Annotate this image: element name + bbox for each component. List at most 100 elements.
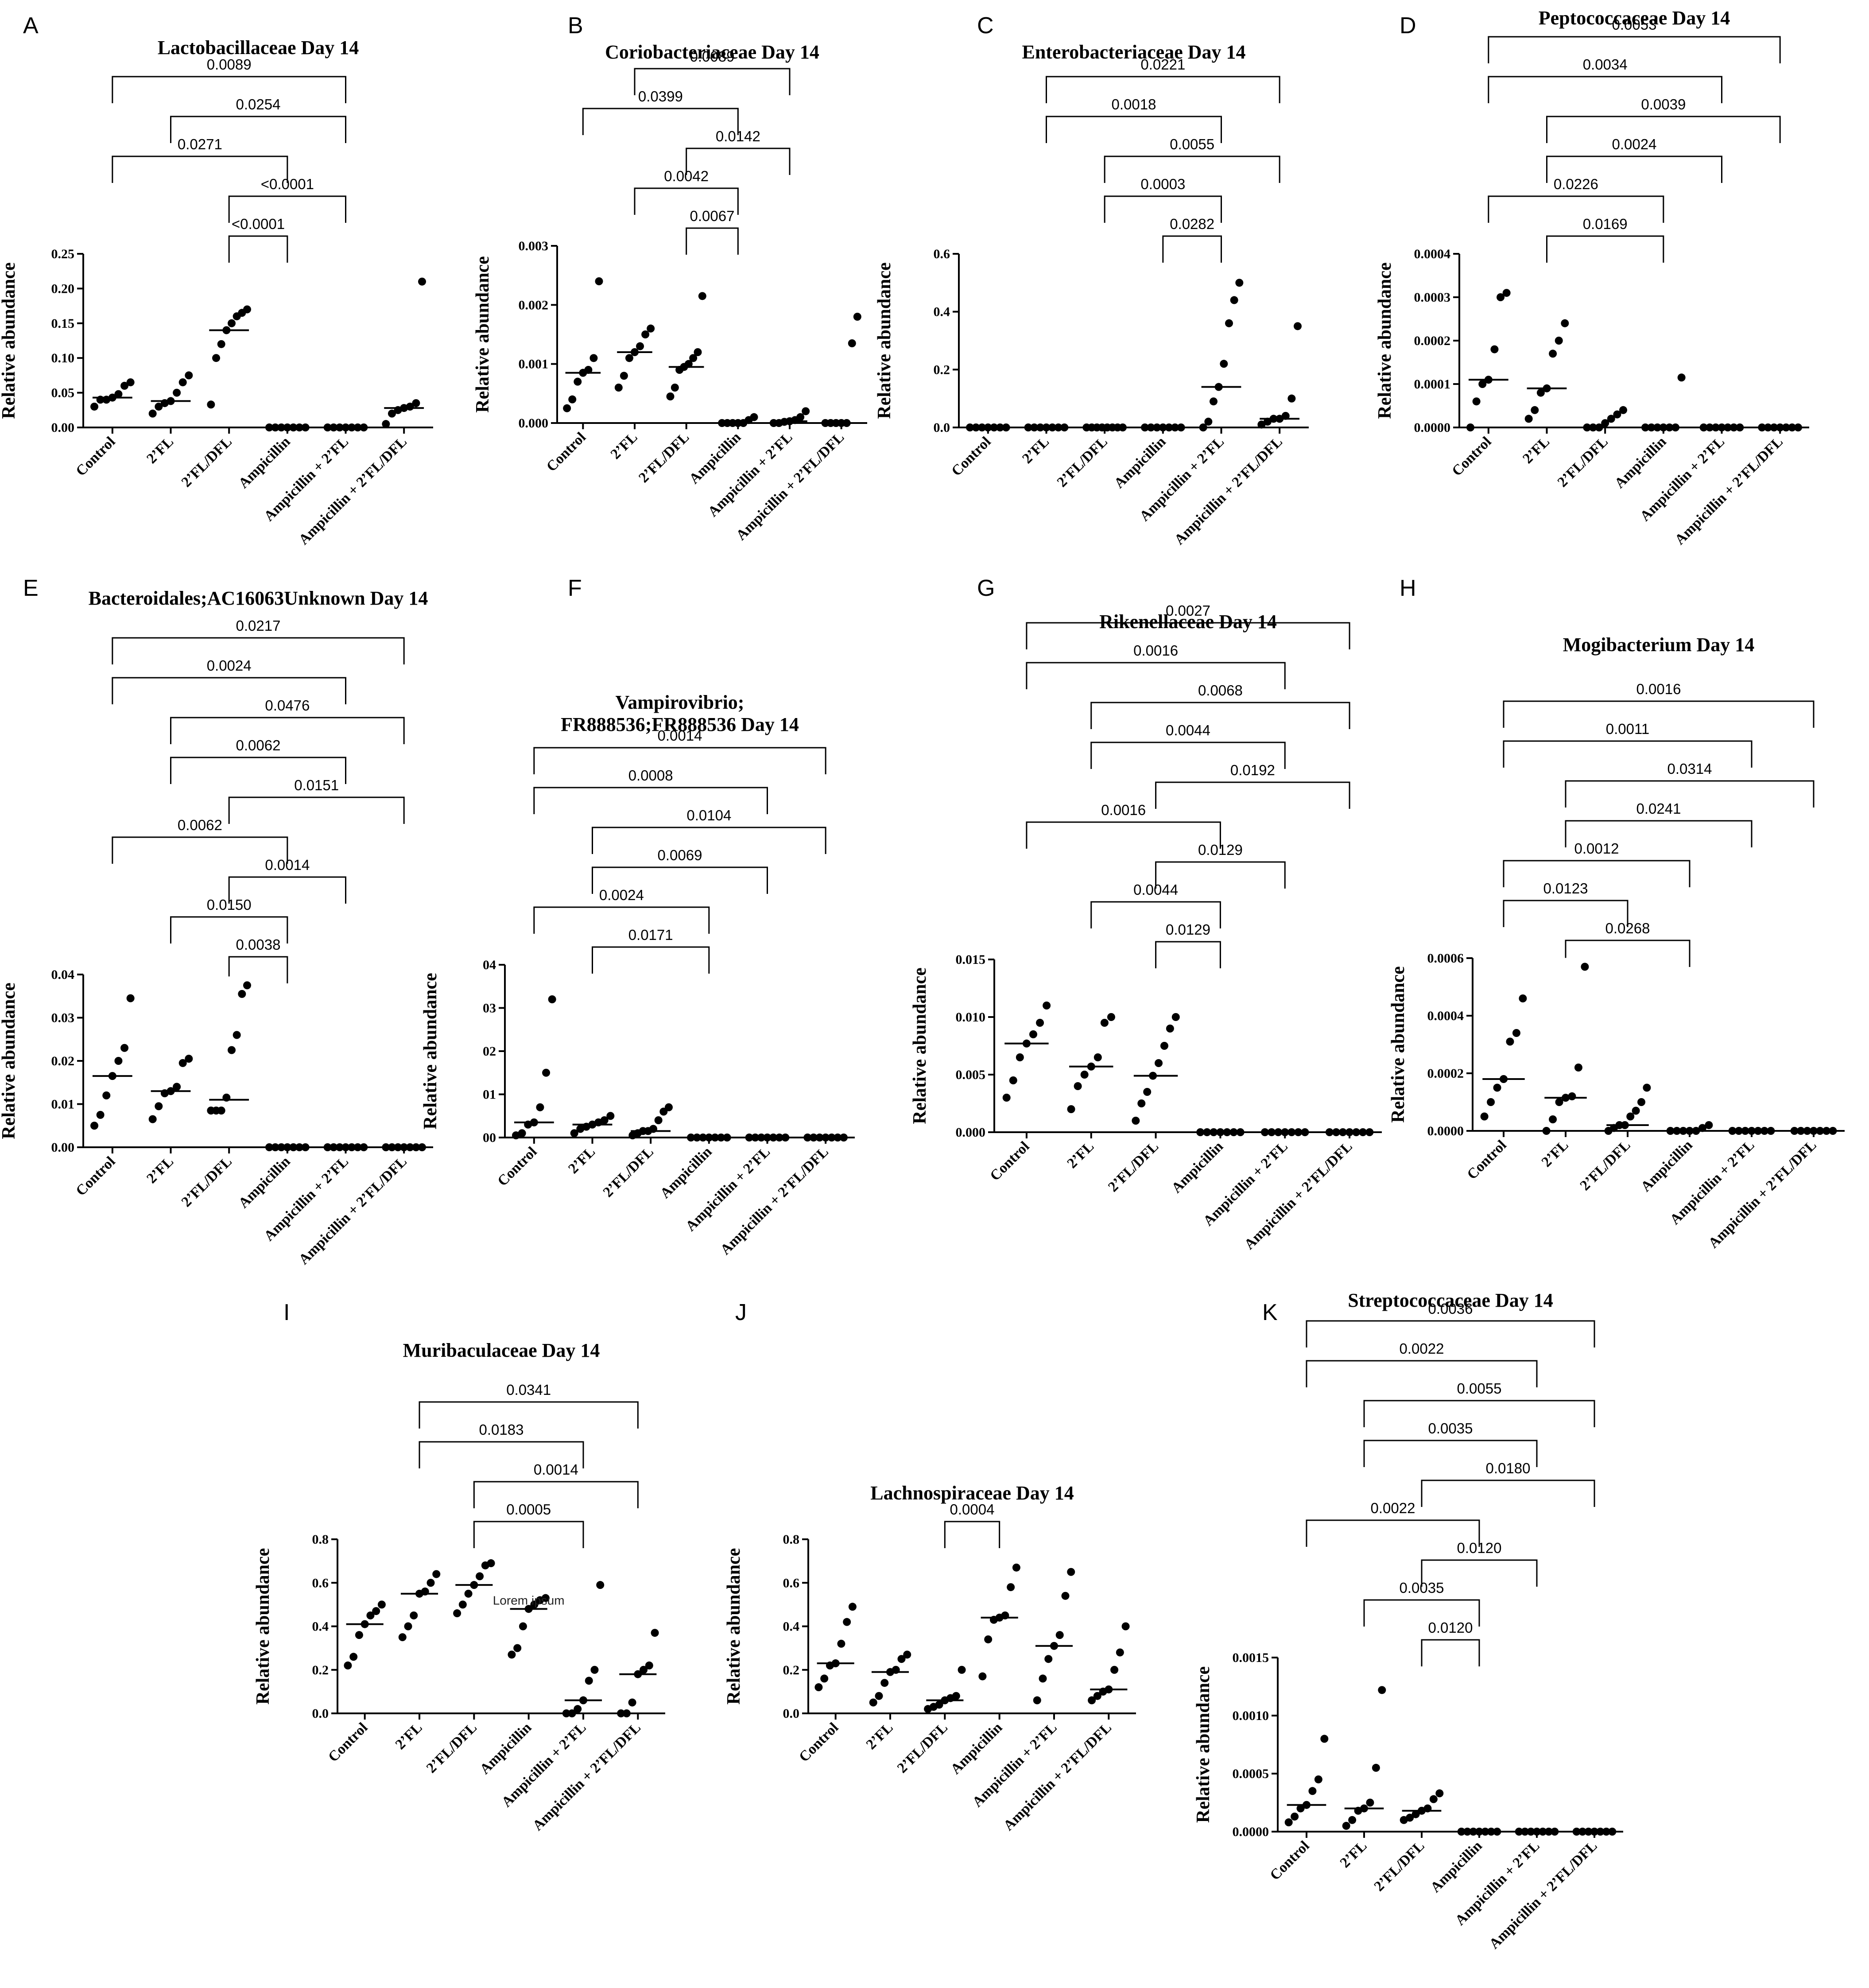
- data-point: [114, 1057, 123, 1065]
- data-point: [1107, 1013, 1115, 1021]
- x-tick-label: 2’FL/DFL: [178, 434, 235, 490]
- significance-bracket: [1503, 900, 1629, 927]
- significance-bracket: [1363, 1440, 1538, 1467]
- p-value-label: 0.0123: [1543, 880, 1588, 897]
- data-point: [1235, 279, 1244, 287]
- data-point: [651, 1629, 659, 1637]
- significance-bracket: [686, 227, 739, 255]
- panel-b: B Coriobacteriaceae Day 14 0.000 0.001 0.002…: [473, 13, 867, 544]
- data-point: [487, 1559, 495, 1568]
- y-tick-label: 0.002: [519, 298, 549, 312]
- p-value-label: 0.0022: [1400, 1340, 1444, 1357]
- p-value-label: 0.0241: [1636, 800, 1681, 817]
- p-value-label: 0.0005: [506, 1501, 551, 1518]
- p-value-label: 0.0012: [1574, 840, 1619, 857]
- data-point: [1643, 1083, 1651, 1092]
- data-point: [1478, 380, 1487, 388]
- significance-bracket: [1026, 821, 1221, 849]
- y-tick-label: 0.15: [51, 316, 75, 331]
- y-tick-label: 0.0004: [1414, 247, 1451, 261]
- p-value-label: 0.0226: [1554, 176, 1598, 192]
- data-point: [903, 1650, 911, 1659]
- p-value-label: 0.0282: [1170, 216, 1214, 232]
- x-tick-label: Control: [495, 1144, 540, 1189]
- data-point: [1093, 1692, 1101, 1700]
- x-tick-label: 2’FL/DFL: [636, 429, 692, 486]
- data-point: [366, 1611, 375, 1619]
- data-point: [584, 366, 593, 374]
- data-point: [1284, 1818, 1293, 1827]
- y-tick-label: 0.0000: [1414, 420, 1451, 435]
- data-point: [1512, 1029, 1520, 1037]
- data-point: [1549, 349, 1557, 358]
- data-point: [574, 377, 582, 386]
- chart-title: Vampirovibrio;: [616, 691, 744, 713]
- data-point: [120, 381, 129, 390]
- data-point: [562, 1709, 570, 1717]
- data-point: [802, 407, 810, 415]
- y-tick-label: 0.00: [51, 420, 75, 435]
- data-point: [796, 413, 805, 421]
- y-tick-label: 0.02: [51, 1054, 75, 1068]
- data-point: [1555, 1098, 1563, 1106]
- y-tick-label: 0.20: [51, 281, 75, 296]
- p-value-label: 0.0016: [1133, 642, 1178, 659]
- data-point: [1487, 1098, 1495, 1106]
- data-point: [698, 292, 706, 300]
- significance-bracket: [1046, 116, 1222, 143]
- chart-title: Coriobacteriaceae Day 14: [605, 41, 819, 63]
- data-point: [1435, 1789, 1444, 1798]
- data-point: [1705, 1121, 1713, 1129]
- p-value-label: 0.0003: [1140, 176, 1185, 192]
- significance-bracket: [533, 747, 826, 774]
- panel-letter: J: [735, 1300, 747, 1325]
- significance-bracket: [1090, 901, 1221, 928]
- p-value-label: 0.0104: [686, 807, 731, 823]
- y-tick-label: 0.4: [312, 1619, 329, 1634]
- data-point: [114, 390, 123, 398]
- x-tick-label: Ampicillin + 2’FL/DFL: [530, 1720, 644, 1834]
- data-point: [227, 319, 236, 327]
- significance-bracket: [944, 1521, 1000, 1548]
- x-tick-label: 2’FL/DFL: [1105, 1138, 1162, 1195]
- data-point: [377, 1600, 386, 1609]
- data-point: [1632, 1107, 1640, 1115]
- y-tick-label: 0.000: [956, 1125, 986, 1140]
- data-point: [90, 402, 99, 411]
- data-point: [1502, 289, 1511, 297]
- data-point: [1132, 1117, 1140, 1125]
- p-value-label: 0.0024: [1612, 136, 1657, 152]
- x-tick-label: 2’FL/DFL: [894, 1720, 951, 1776]
- data-point: [1320, 1735, 1329, 1743]
- data-point: [173, 388, 181, 397]
- data-point: [148, 409, 157, 418]
- data-point: [512, 1131, 520, 1140]
- y-tick-label: 0.000: [519, 416, 549, 431]
- p-value-label: 0.0011: [1606, 721, 1649, 737]
- significance-bracket: [1421, 1479, 1595, 1507]
- x-tick-label: Ampicillin + 2’FL/DFL: [1000, 1720, 1115, 1834]
- data-point: [207, 400, 215, 409]
- significance-bracket: [1546, 235, 1664, 263]
- chart-title: Lactobacillaceae Day 14: [158, 37, 359, 58]
- p-value-label: 0.0042: [664, 168, 709, 184]
- p-value-label: <0.0001: [261, 176, 314, 192]
- data-point: [1411, 1810, 1420, 1818]
- x-tick-label: Ampicillin + 2’FL/DFL: [733, 429, 847, 544]
- significance-bracket: [1546, 116, 1781, 143]
- x-tick-label: 2’FL: [1019, 434, 1052, 467]
- data-point: [600, 1116, 609, 1124]
- y-axis-label: Relative abundance: [0, 982, 19, 1139]
- p-value-label: 0.0036: [1428, 1301, 1473, 1317]
- x-tick-label: Control: [1267, 1838, 1313, 1883]
- data-point: [589, 354, 598, 362]
- data-point: [1493, 1083, 1501, 1092]
- data-point: [666, 392, 675, 400]
- p-value-label: 0.0169: [1583, 216, 1628, 232]
- significance-bracket: [582, 108, 739, 135]
- significance-bracket: [473, 1481, 639, 1508]
- data-point: [1568, 1092, 1576, 1100]
- data-point: [508, 1650, 516, 1659]
